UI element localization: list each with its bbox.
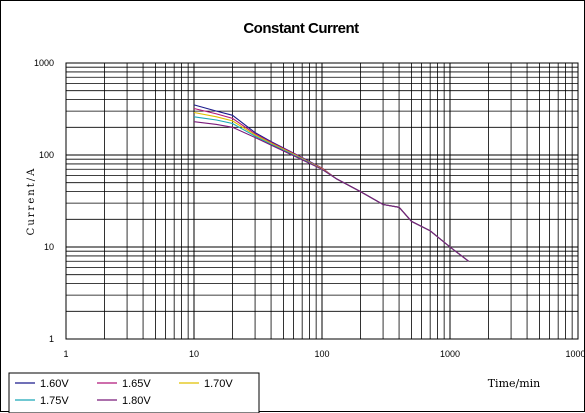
y-tick-labels: 1 10 100 1000	[34, 58, 54, 344]
series-line	[193, 121, 470, 262]
x-axis-label: Time/min	[488, 377, 541, 390]
legend-label: 1.60V	[40, 378, 69, 390]
y-tick-label: 1000	[34, 58, 54, 68]
x-tick-label: 1	[63, 349, 68, 359]
legend-label: 1.75V	[40, 395, 69, 407]
series-lines	[193, 104, 470, 262]
chart-title: Constant Current	[243, 20, 359, 37]
x-tick-label: 10000	[565, 349, 585, 359]
legend-label: 1.80V	[122, 395, 151, 407]
x-tick-labels: 1 10 100 1000 10000	[63, 349, 585, 359]
series-line	[193, 116, 470, 262]
plot-area	[65, 62, 579, 340]
x-tick-label: 10	[189, 349, 199, 359]
grid	[66, 63, 578, 339]
y-tick-label: 10	[44, 242, 54, 252]
series-line	[193, 107, 470, 262]
y-tick-label: 100	[39, 150, 54, 160]
y-axis-label: Current/A	[26, 167, 37, 236]
x-tick-label: 1000	[440, 349, 460, 359]
legend: 1.60V 1.65V 1.70V 1.75V 1.80V	[8, 372, 260, 413]
legend-label: 1.70V	[204, 378, 233, 390]
y-tick-label: 1	[49, 334, 54, 344]
series-line	[193, 111, 470, 262]
legend-label: 1.65V	[122, 378, 151, 390]
legend-box	[8, 372, 260, 413]
x-tick-label: 100	[314, 349, 329, 359]
